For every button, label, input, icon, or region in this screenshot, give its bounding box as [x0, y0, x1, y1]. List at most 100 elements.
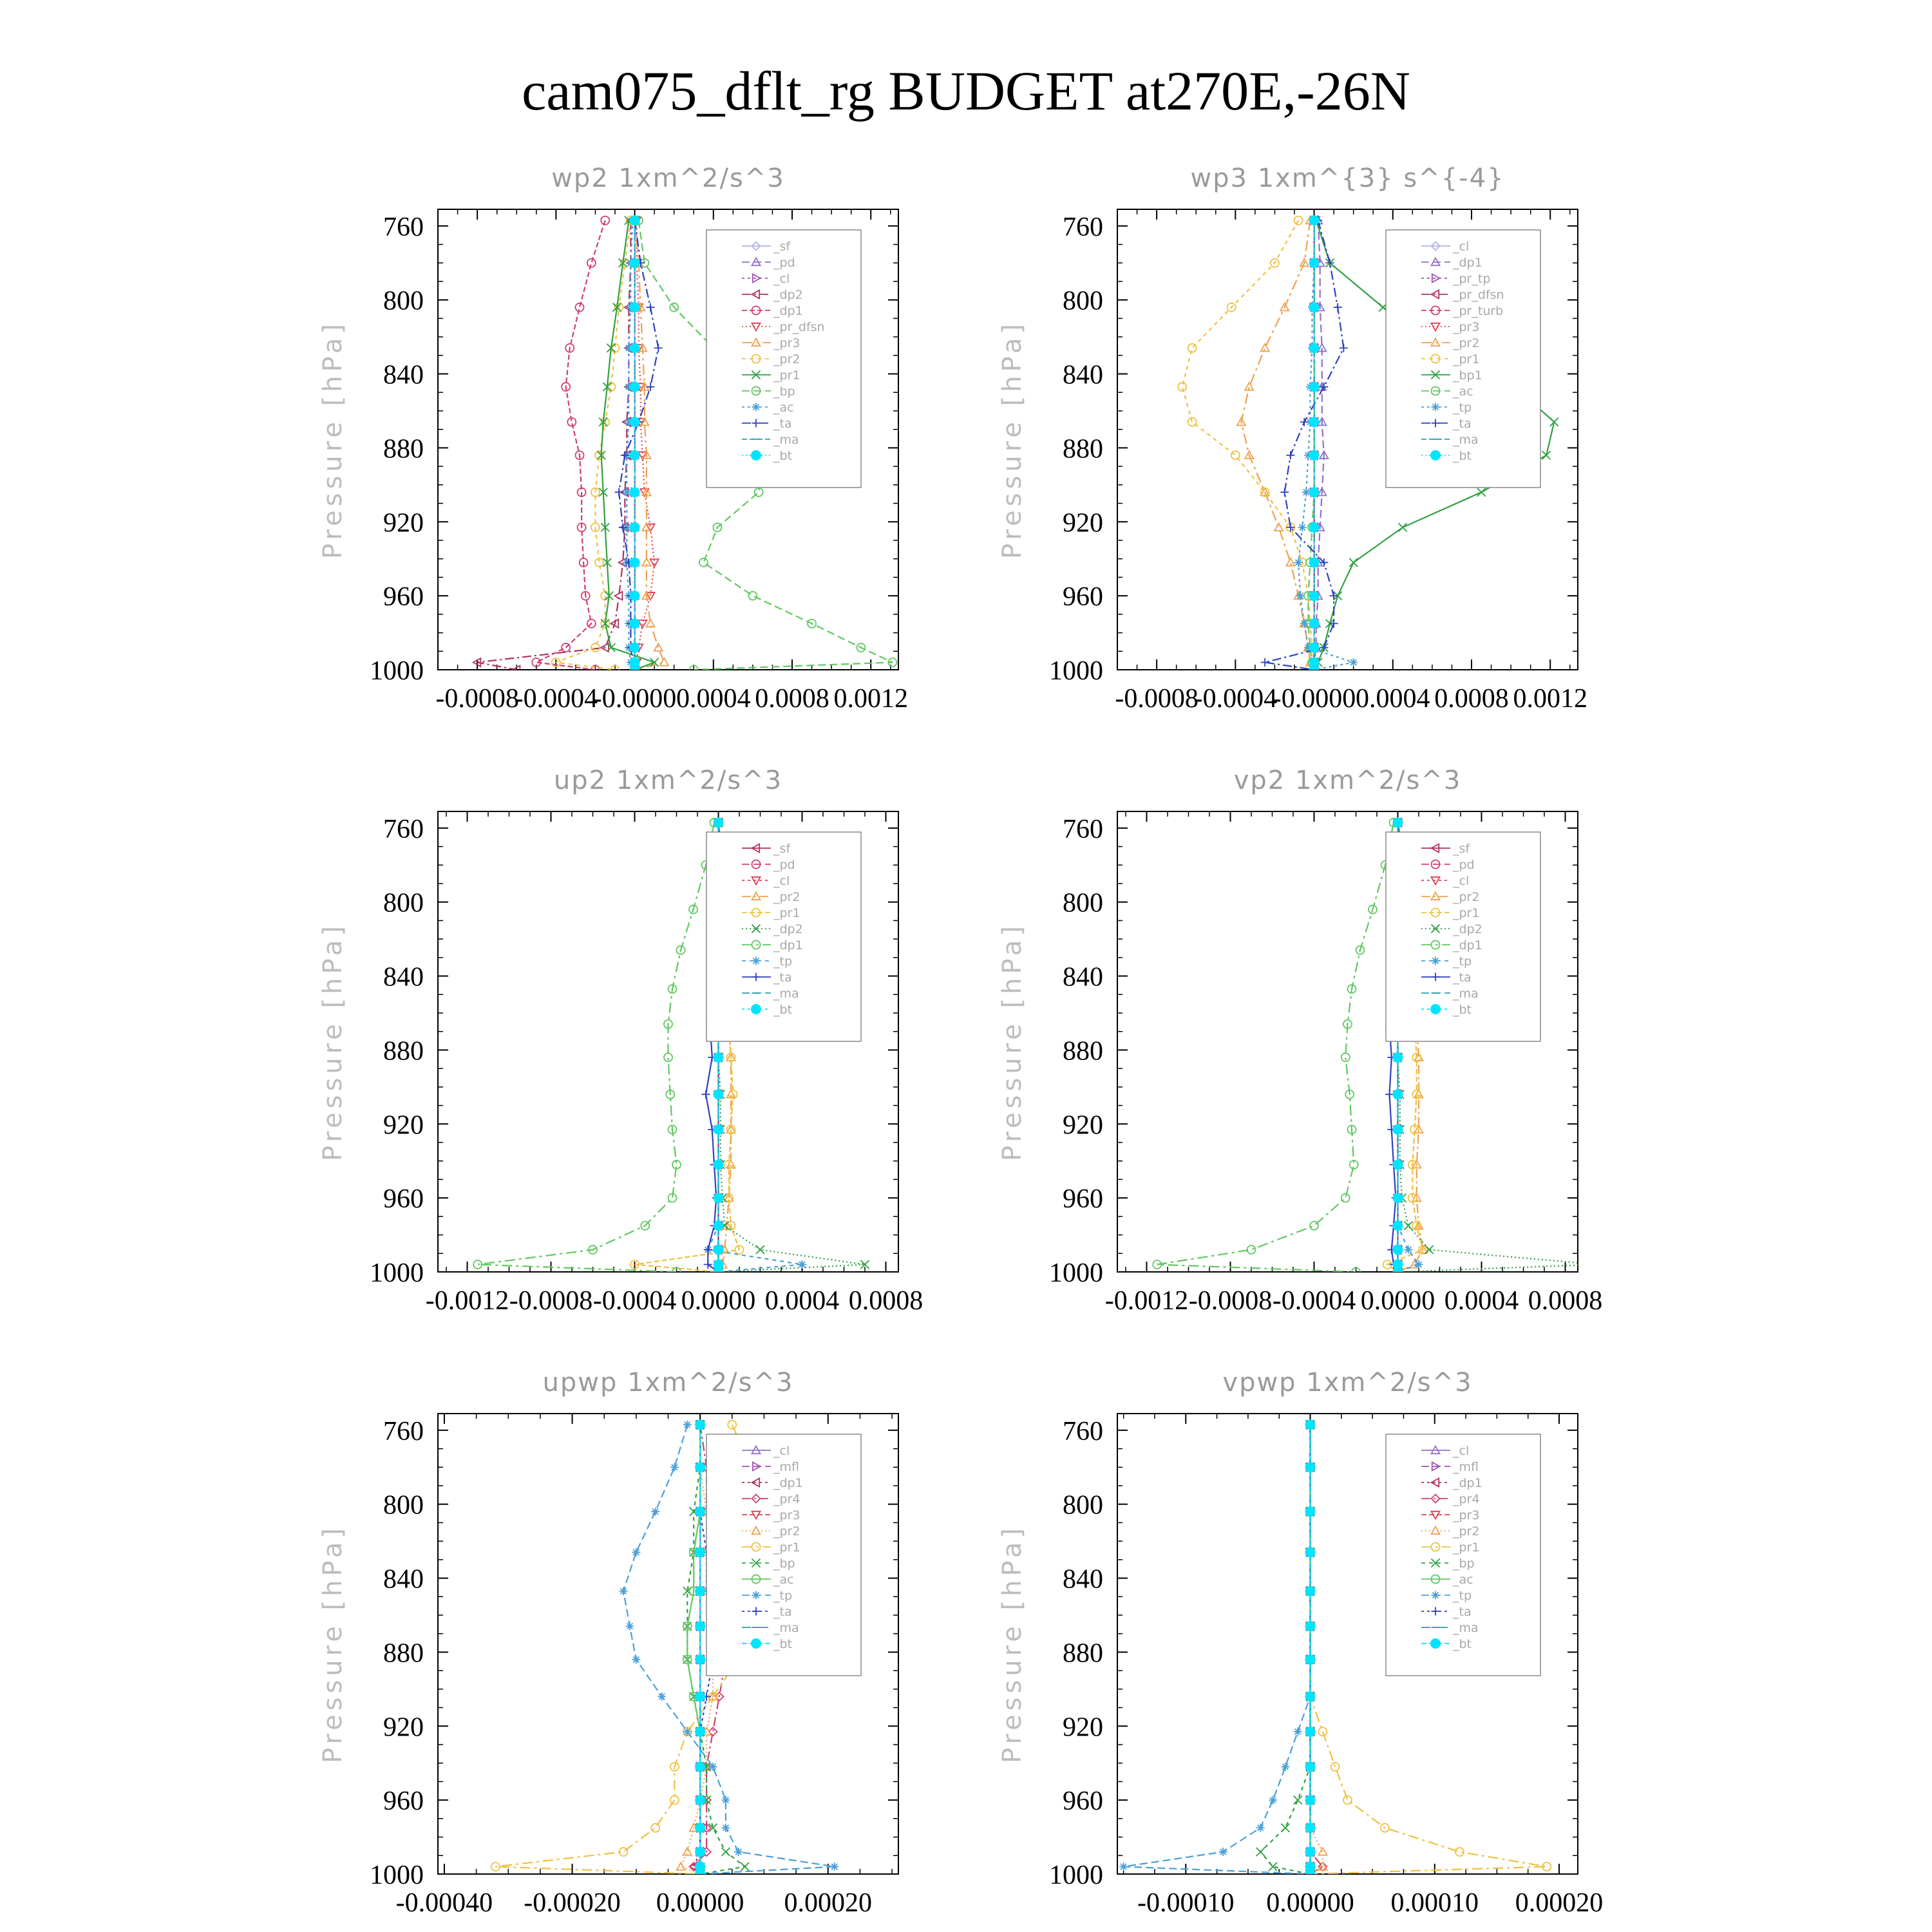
data-point: [651, 1507, 660, 1516]
data-point: [588, 1245, 598, 1255]
data-point: [658, 1692, 667, 1701]
data-point: [1246, 1245, 1256, 1255]
data-point: [641, 522, 652, 531]
data-point: [629, 487, 640, 498]
legend-box: [1385, 831, 1541, 1042]
data-point: [1345, 1089, 1355, 1099]
data-point: [645, 523, 656, 533]
data-point: [1392, 1244, 1403, 1255]
data-point: [1316, 416, 1327, 426]
data-point: [1152, 1260, 1162, 1269]
legend-label: _bt: [773, 1637, 792, 1651]
legend-label: _dp2: [1452, 922, 1482, 936]
data-point: [1218, 1848, 1227, 1857]
data-point: [606, 343, 616, 353]
data-point: [632, 1548, 641, 1557]
data-point: [1347, 1124, 1357, 1135]
x-tick-label: 0.0004: [1356, 684, 1430, 714]
x-tick-label: 0.00000: [656, 1888, 744, 1918]
data-point: [650, 1823, 661, 1833]
legend-label: _ma: [773, 433, 799, 447]
data-point: [629, 302, 640, 313]
legend-marker: [751, 1558, 761, 1568]
data-point: [594, 450, 604, 460]
data-point: [734, 1848, 743, 1857]
data-point: [629, 343, 640, 354]
legend-label: _pr3: [1452, 1508, 1479, 1522]
data-point: [1455, 1847, 1464, 1857]
data-point: [1403, 1221, 1413, 1231]
legend-marker: [751, 354, 761, 364]
data-point: [1392, 1159, 1403, 1170]
legend-marker: [1431, 402, 1440, 412]
legend-label: _ta: [773, 971, 792, 985]
data-point: [622, 488, 631, 497]
data-point: [1280, 488, 1289, 497]
data-point: [567, 417, 577, 427]
legend-label: _sf: [773, 842, 791, 856]
data-point: [602, 382, 612, 392]
data-point: [1309, 343, 1320, 354]
data-point: [727, 1419, 737, 1430]
data-point: [695, 1419, 706, 1430]
data-point: [591, 643, 600, 652]
data-point: [612, 303, 622, 312]
x-tick-label: -0.0008: [1189, 1286, 1273, 1316]
legend-label: _ac: [773, 1573, 794, 1587]
data-point: [713, 1052, 724, 1063]
data-point: [695, 1869, 706, 1874]
data-point: [713, 1124, 724, 1135]
y-axis-label: Pressure [hPa]: [998, 1524, 1027, 1763]
data-point: [667, 1124, 677, 1135]
y-tick-label: 960: [1063, 582, 1103, 612]
legend-marker: [1431, 1461, 1441, 1472]
legend-label: _pr2: [1452, 890, 1479, 904]
legend-marker: [1430, 1574, 1441, 1584]
data-point: [695, 1621, 706, 1632]
y-axis-label: Pressure [hPa]: [998, 320, 1027, 559]
legend-label: _pr_dfsn: [1452, 288, 1504, 302]
data-point: [1309, 665, 1320, 670]
legend-label: _pr1: [773, 1540, 800, 1555]
data-point: [682, 1654, 692, 1665]
legend-label: _tp: [1452, 401, 1472, 415]
y-tick-label: 800: [383, 287, 424, 316]
data-point: [653, 642, 664, 652]
legend-marker: [752, 402, 761, 412]
series-line: [638, 220, 893, 670]
legend-label: _ma: [1452, 1621, 1479, 1635]
data-point: [713, 1244, 724, 1255]
data-point: [676, 945, 686, 955]
data-point: [645, 592, 656, 601]
x-tick-label: 0.0012: [1513, 684, 1587, 714]
data-point: [726, 1124, 736, 1135]
data-point: [721, 1795, 730, 1804]
legend-label: _bt: [1452, 1637, 1472, 1651]
data-point: [629, 591, 640, 601]
data-point: [606, 643, 616, 652]
series-line: [1240, 220, 1315, 670]
data-point: [753, 487, 764, 497]
legend-marker: [1431, 956, 1440, 965]
data-point: [728, 1089, 738, 1099]
data-point: [1385, 1090, 1394, 1099]
data-point: [1309, 302, 1320, 313]
data-point: [726, 1052, 736, 1063]
legend-label: _pr1: [773, 368, 800, 383]
data-point: [701, 1090, 710, 1099]
legend-label: _bt: [1452, 449, 1472, 463]
x-tick-label: 0.0004: [676, 684, 751, 714]
data-point: [1339, 343, 1348, 352]
legend-label: _pd: [773, 858, 795, 872]
data-point: [620, 451, 629, 460]
y-tick-label: 1000: [370, 1861, 424, 1890]
data-point: [624, 417, 633, 426]
series-line: [1313, 220, 1325, 670]
y-axis-label: Pressure [hPa]: [318, 1524, 348, 1763]
data-point: [1303, 643, 1312, 652]
data-point: [1329, 591, 1338, 600]
data-point: [682, 1621, 692, 1631]
x-tick-label: 0.00000: [1266, 1888, 1354, 1918]
data-point: [1392, 1089, 1403, 1100]
y-tick-label: 1000: [370, 656, 424, 686]
